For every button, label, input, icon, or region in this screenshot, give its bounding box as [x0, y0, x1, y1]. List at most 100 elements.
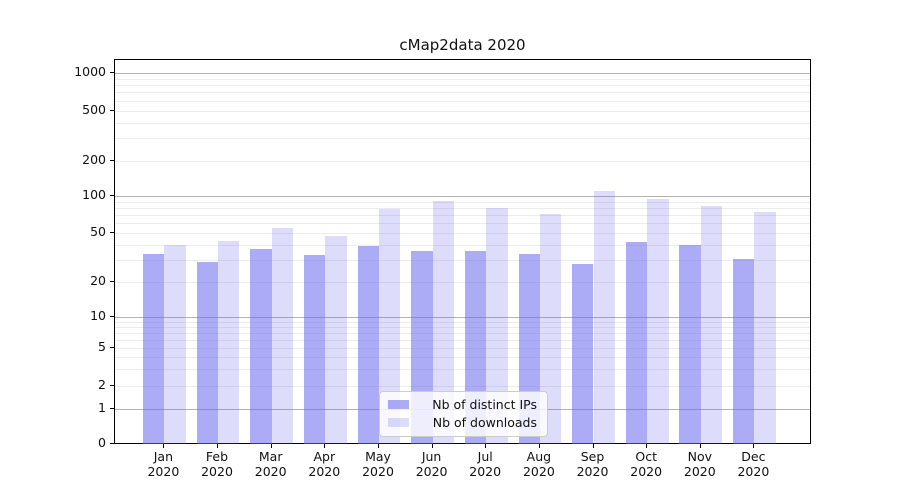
gridline	[115, 196, 810, 197]
bar-downloads-jan	[164, 244, 186, 444]
x-tick-label: Mar 2020	[254, 449, 287, 479]
x-tick-label: May 2020	[362, 449, 394, 479]
y-tick-mark	[110, 408, 114, 409]
x-tick-label: Aug 2020	[522, 449, 555, 479]
gridline	[115, 100, 810, 102]
gridline	[115, 201, 810, 203]
x-tick-mark	[485, 444, 487, 448]
y-tick-label: 20	[90, 273, 106, 288]
plot-area: Nb of distinct IPs Nb of downloads	[114, 59, 811, 444]
x-tick-mark	[378, 444, 379, 448]
gridline	[115, 138, 810, 140]
bar-downloads-nov	[700, 205, 723, 444]
legend-item-distinct-ips: Nb of distinct IPs	[388, 397, 537, 412]
y-tick-label: 1000	[74, 63, 106, 79]
y-tick-label: 500	[82, 101, 106, 117]
bar-downloads-oct	[647, 198, 669, 444]
gridline	[115, 207, 810, 209]
y-tick-mark	[110, 443, 114, 444]
y-tick-mark	[110, 384, 114, 386]
gridline	[115, 84, 810, 86]
bar-downloads-mar	[271, 227, 294, 444]
gridline	[115, 260, 810, 262]
y-tick-mark	[110, 316, 114, 317]
x-tick-label: Apr 2020	[308, 449, 341, 479]
y-tick-label: 5	[98, 339, 106, 354]
y-tick-mark	[110, 195, 114, 196]
gridline	[115, 92, 810, 94]
gridline	[115, 368, 810, 370]
y-tick-mark	[110, 71, 114, 73]
bar-downloads-jul	[486, 207, 508, 444]
bar-downloads-may	[379, 208, 401, 444]
gridline	[115, 317, 810, 318]
y-tick-label: 200	[82, 151, 106, 167]
y-tick-mark	[110, 159, 114, 161]
legend: Nb of distinct IPs Nb of downloads	[379, 391, 548, 437]
bar-downloads-sep	[593, 190, 615, 444]
x-tick-label: Jun 2020	[415, 449, 448, 479]
legend-item-downloads: Nb of downloads	[388, 415, 537, 430]
x-tick-label: Jan 2020	[147, 449, 180, 479]
x-tick-label: Nov 2020	[683, 449, 716, 479]
x-tick-mark	[270, 444, 272, 448]
x-tick-mark	[646, 444, 648, 448]
y-tick-mark	[110, 347, 114, 348]
gridline	[115, 282, 810, 283]
gridline	[115, 333, 810, 334]
bar-ips-may	[357, 246, 379, 444]
x-tick-label: Dec 2020	[737, 449, 770, 479]
x-tick-label: Feb 2020	[201, 449, 233, 479]
x-tick-label: Oct 2020	[630, 449, 663, 479]
x-tick-label: Jul 2020	[469, 449, 502, 479]
y-tick-label: 1	[98, 400, 106, 415]
bar-downloads-aug	[539, 213, 562, 444]
y-tick-mark	[110, 281, 114, 282]
bar-downloads-apr	[325, 236, 347, 444]
legend-label-downloads: Nb of downloads	[432, 415, 537, 430]
chart-title: cMap2data 2020	[399, 36, 526, 54]
x-tick-label: Sep 2020	[576, 449, 609, 479]
y-tick-mark	[110, 232, 114, 233]
gridline	[115, 110, 810, 112]
x-tick-mark	[592, 444, 594, 448]
legend-swatch-downloads	[388, 418, 409, 427]
gridline	[115, 321, 810, 323]
bar-ips-dec	[733, 258, 755, 444]
gridline	[115, 215, 810, 216]
y-tick-label: 100	[82, 187, 106, 202]
bar-downloads-jun	[432, 201, 454, 444]
x-tick-mark	[699, 444, 701, 448]
legend-swatch-distinct-ips	[388, 400, 409, 409]
x-tick-mark	[217, 444, 218, 448]
x-tick-mark	[324, 444, 326, 448]
x-tick-mark	[163, 444, 165, 448]
legend-label-distinct-ips: Nb of distinct IPs	[432, 397, 537, 412]
gridline	[115, 385, 810, 387]
bar-ips-apr	[303, 255, 326, 444]
bar-downloads-dec	[754, 212, 776, 444]
gridline	[115, 327, 810, 328]
x-tick-mark	[753, 444, 755, 448]
gridline	[115, 223, 810, 225]
y-tick-label: 0	[98, 435, 106, 450]
y-tick-mark	[110, 109, 114, 111]
bar-ips-mar	[250, 249, 272, 444]
y-tick-label: 50	[90, 224, 106, 239]
gridline	[115, 78, 810, 80]
gridline	[115, 357, 810, 359]
x-tick-mark	[431, 444, 433, 448]
gridline	[115, 233, 810, 234]
bar-ips-feb	[196, 262, 218, 444]
bar-ips-oct	[625, 242, 648, 444]
y-tick-label: 2	[98, 376, 106, 392]
bar-downloads-feb	[218, 241, 240, 444]
bar-ips-sep	[572, 264, 594, 444]
bar-ips-jan	[143, 253, 165, 444]
gridline	[115, 122, 810, 124]
gridline	[115, 72, 810, 74]
gridline	[115, 348, 810, 349]
gridline	[115, 160, 810, 162]
y-tick-label: 10	[90, 308, 106, 323]
